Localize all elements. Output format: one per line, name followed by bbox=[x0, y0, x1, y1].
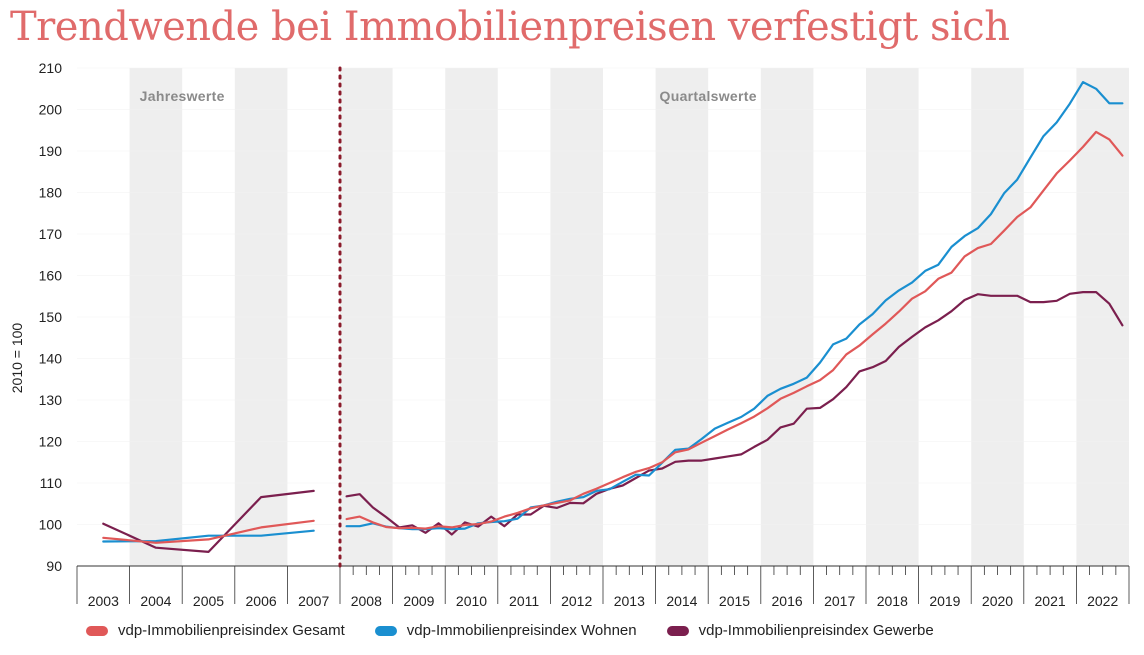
y-tick-label-90: 90 bbox=[46, 558, 62, 574]
x-tick-label-2010: 2010 bbox=[456, 593, 487, 609]
y-tick-label-150: 150 bbox=[39, 309, 63, 325]
x-tick-label-2013: 2013 bbox=[614, 593, 645, 609]
y-tick-label-100: 100 bbox=[39, 517, 63, 533]
x-tick-label-2003: 2003 bbox=[88, 593, 119, 609]
x-tick-label-2005: 2005 bbox=[193, 593, 224, 609]
y-tick-label-200: 200 bbox=[39, 102, 63, 118]
y-tick-label-170: 170 bbox=[39, 226, 63, 242]
legend-swatch-gesamt bbox=[86, 625, 108, 636]
x-tick-label-2007: 2007 bbox=[298, 593, 329, 609]
legend-item-gesamt: vdp-Immobilienpreisindex Gesamt bbox=[86, 622, 345, 639]
series-line-annual-gesamt bbox=[102, 519, 315, 544]
y-tick-label-190: 190 bbox=[39, 143, 63, 159]
x-tick-label-2022: 2022 bbox=[1087, 593, 1118, 609]
y-tick-label-120: 120 bbox=[39, 434, 63, 450]
legend-item-wohnen: vdp-Immobilienpreisindex Wohnen bbox=[374, 622, 637, 639]
y-tick-label-160: 160 bbox=[39, 268, 63, 284]
period-label-quarterly: Quartalswerte bbox=[660, 88, 757, 104]
series-line-quarterly-gewerbe bbox=[345, 291, 1124, 536]
legend-label-gesamt: vdp-Immobilienpreisindex Gesamt bbox=[118, 622, 345, 639]
legend-item-gewerbe: vdp-Immobilienpreisindex Gewerbe bbox=[666, 622, 934, 639]
legend-swatch-gewerbe bbox=[666, 625, 689, 636]
legend: vdp-Immobilienpreisindex Gesamt vdp-Immo… bbox=[86, 622, 934, 639]
y-tick-label-180: 180 bbox=[39, 185, 63, 201]
x-tick-label-2011: 2011 bbox=[509, 593, 539, 609]
x-tick-label-2009: 2009 bbox=[403, 593, 434, 609]
x-tick-label-2004: 2004 bbox=[140, 593, 171, 609]
series-line-quarterly-gesamt bbox=[345, 130, 1124, 530]
x-tick-label-2006: 2006 bbox=[246, 593, 277, 609]
y-tick-label-110: 110 bbox=[40, 475, 63, 491]
x-tick-label-2015: 2015 bbox=[719, 593, 750, 609]
x-tick-label-2012: 2012 bbox=[561, 593, 592, 609]
x-tick-label-2020: 2020 bbox=[982, 593, 1013, 609]
y-axis-label: 2010 = 100 bbox=[9, 323, 25, 394]
legend-swatch-wohnen bbox=[374, 625, 397, 636]
series-line-annual-gewerbe bbox=[102, 489, 315, 554]
series-lines bbox=[102, 80, 1124, 554]
y-tick-label-140: 140 bbox=[39, 351, 63, 367]
chart-title: Trendwende bei Immobilienpreisen verfest… bbox=[10, 4, 1010, 50]
x-tick-label-2014: 2014 bbox=[666, 593, 697, 609]
period-labels: Jahreswerte Quartalswerte bbox=[140, 88, 757, 104]
y-tick-label-130: 130 bbox=[39, 392, 63, 408]
x-tick-label-2019: 2019 bbox=[929, 593, 960, 609]
x-tick-label-2021: 2021 bbox=[1035, 593, 1066, 609]
x-tick-label-2016: 2016 bbox=[772, 593, 803, 609]
x-tick-label-2017: 2017 bbox=[824, 593, 855, 609]
y-tick-label-210: 210 bbox=[39, 60, 63, 76]
x-tick-label-2018: 2018 bbox=[877, 593, 908, 609]
legend-label-wohnen: vdp-Immobilienpreisindex Wohnen bbox=[406, 622, 637, 639]
x-tick-label-2008: 2008 bbox=[351, 593, 382, 609]
x-axis: 2003 2004 2005 2006 2007 2008 2009 2010 2011 2012… bbox=[76, 66, 1130, 609]
legend-label-gewerbe: vdp-Immobilienpreisindex Gewerbe bbox=[698, 622, 934, 639]
period-label-annual: Jahreswerte bbox=[140, 88, 225, 104]
